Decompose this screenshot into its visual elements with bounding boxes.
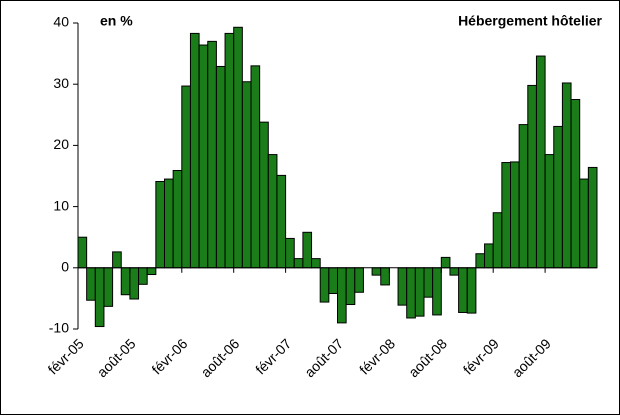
bar <box>319 267 330 303</box>
bar <box>553 125 563 269</box>
y-tick-label: 20 <box>53 136 69 152</box>
bar <box>164 178 174 269</box>
bar <box>241 81 252 269</box>
bar <box>466 267 477 314</box>
bar <box>224 32 235 269</box>
bar <box>267 154 278 269</box>
bar <box>103 267 114 307</box>
bar <box>440 256 451 269</box>
bar <box>311 258 321 269</box>
bar <box>371 267 382 276</box>
bar <box>181 85 191 269</box>
bar <box>527 84 537 269</box>
bar <box>579 178 589 269</box>
bar <box>250 65 261 269</box>
bar <box>94 267 105 328</box>
bar <box>155 181 166 269</box>
bar <box>570 99 581 269</box>
bar <box>285 237 295 269</box>
bar <box>293 258 304 269</box>
bar <box>172 169 183 269</box>
bar <box>129 267 140 300</box>
bar <box>146 267 157 276</box>
bar <box>120 267 131 296</box>
bar <box>414 267 425 317</box>
bar <box>423 267 434 298</box>
bar <box>406 267 416 319</box>
bar <box>233 26 243 269</box>
bar <box>189 32 200 269</box>
bar <box>518 124 529 269</box>
bar <box>380 267 390 286</box>
bar <box>449 267 460 276</box>
bar <box>535 55 546 269</box>
bar <box>432 267 442 316</box>
y-tick-label: 10 <box>53 197 69 213</box>
bar <box>328 267 339 295</box>
bar <box>112 251 122 269</box>
y-tick-label: 30 <box>53 75 69 91</box>
bar <box>458 267 468 313</box>
bar <box>492 212 503 269</box>
bar <box>302 231 313 269</box>
bar <box>484 243 494 269</box>
bar <box>198 44 209 269</box>
bar <box>259 121 269 269</box>
y-tick-label: 0 <box>61 259 69 275</box>
unit-annotation: en % <box>100 13 133 29</box>
bar <box>587 166 598 269</box>
bar <box>77 236 88 269</box>
bar <box>138 267 148 285</box>
bar <box>207 40 217 269</box>
bar <box>345 267 356 306</box>
bar <box>510 161 520 269</box>
bar <box>544 154 555 269</box>
y-tick-label: -10 <box>49 320 69 336</box>
bar <box>354 267 364 293</box>
bar <box>475 253 486 269</box>
bar <box>86 267 96 301</box>
bar <box>215 65 226 269</box>
bar <box>561 82 572 269</box>
y-tick-label: 40 <box>53 14 69 30</box>
chart-title: Hébergement hôtelier <box>458 13 602 29</box>
bar <box>501 162 512 269</box>
bar <box>397 267 408 306</box>
bar <box>276 174 287 269</box>
bar <box>337 267 347 324</box>
